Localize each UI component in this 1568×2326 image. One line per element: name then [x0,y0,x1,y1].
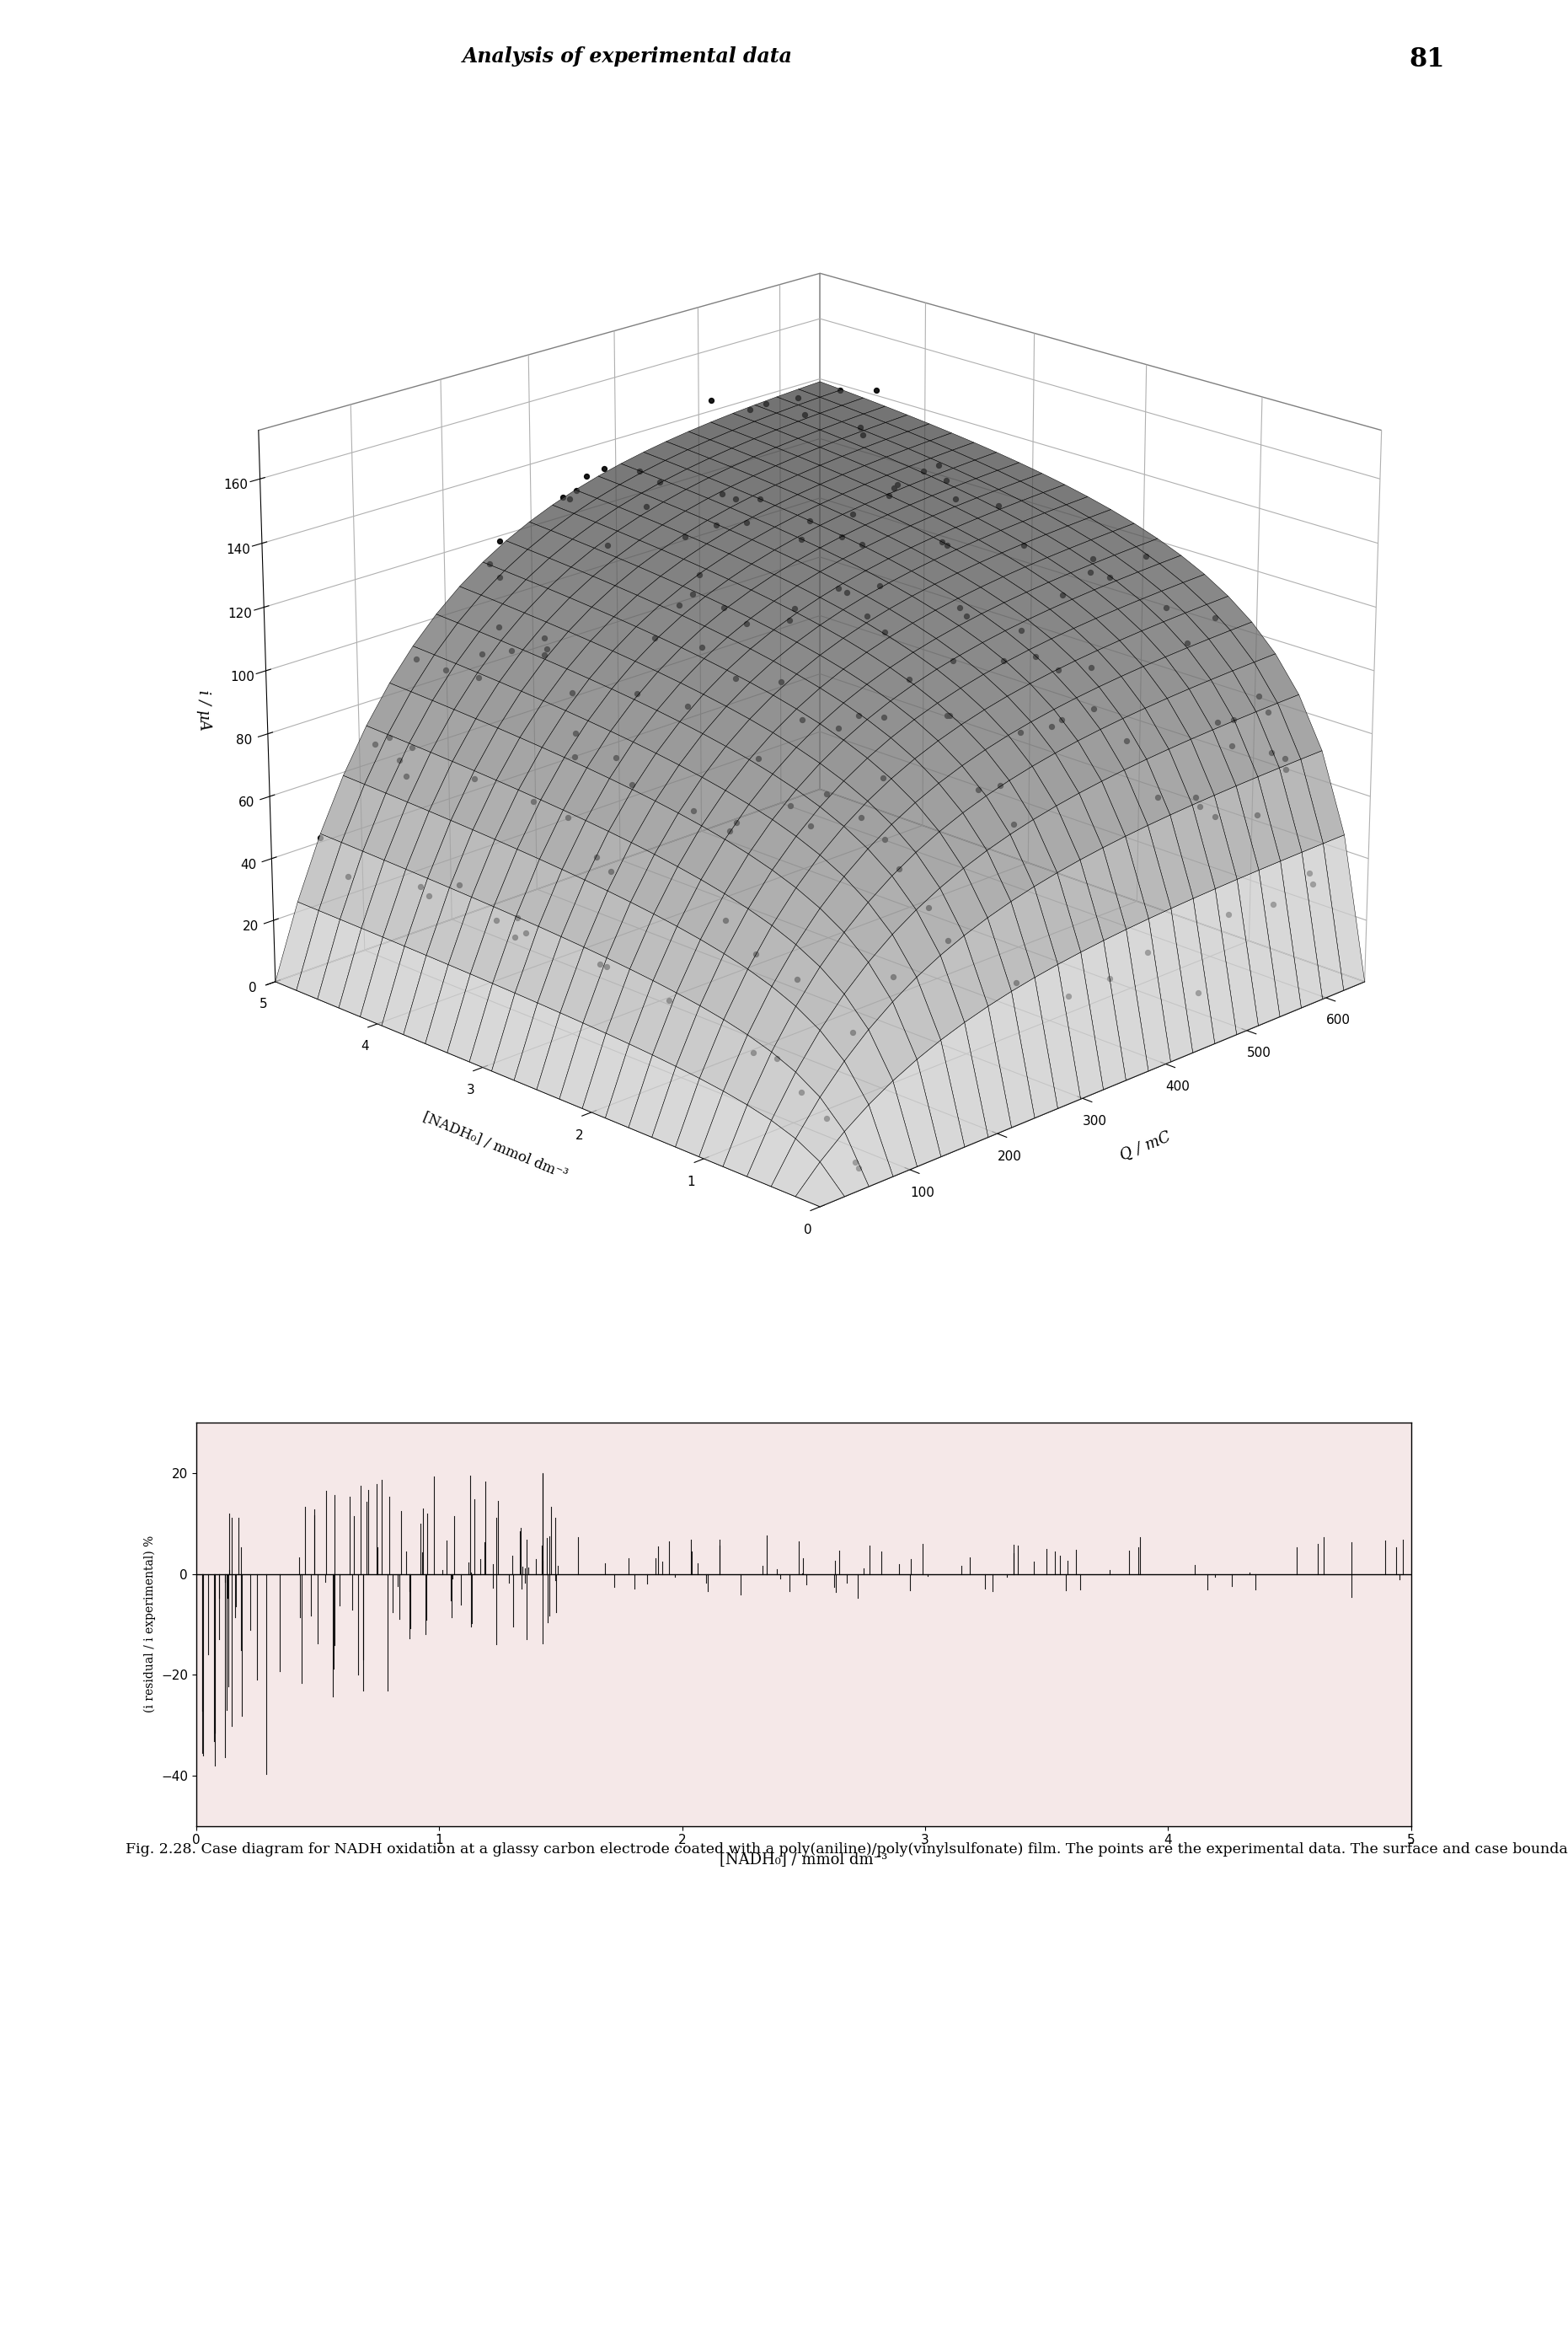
X-axis label: Q / mC: Q / mC [1118,1128,1173,1163]
Y-axis label: [NADH₀] / mmol dm⁻³: [NADH₀] / mmol dm⁻³ [420,1110,569,1182]
Text: Fig. 2.28. Case diagram for NADH oxidation at a glassy carbon electrode coated w: Fig. 2.28. Case diagram for NADH oxidati… [125,1842,1568,1856]
X-axis label: [NADH₀] / mmol dm⁻³: [NADH₀] / mmol dm⁻³ [720,1851,887,1865]
Text: Analysis of experimental data: Analysis of experimental data [463,47,792,67]
Y-axis label: (i residual / i experimental) %: (i residual / i experimental) % [144,1535,157,1712]
Text: 81: 81 [1410,47,1444,72]
